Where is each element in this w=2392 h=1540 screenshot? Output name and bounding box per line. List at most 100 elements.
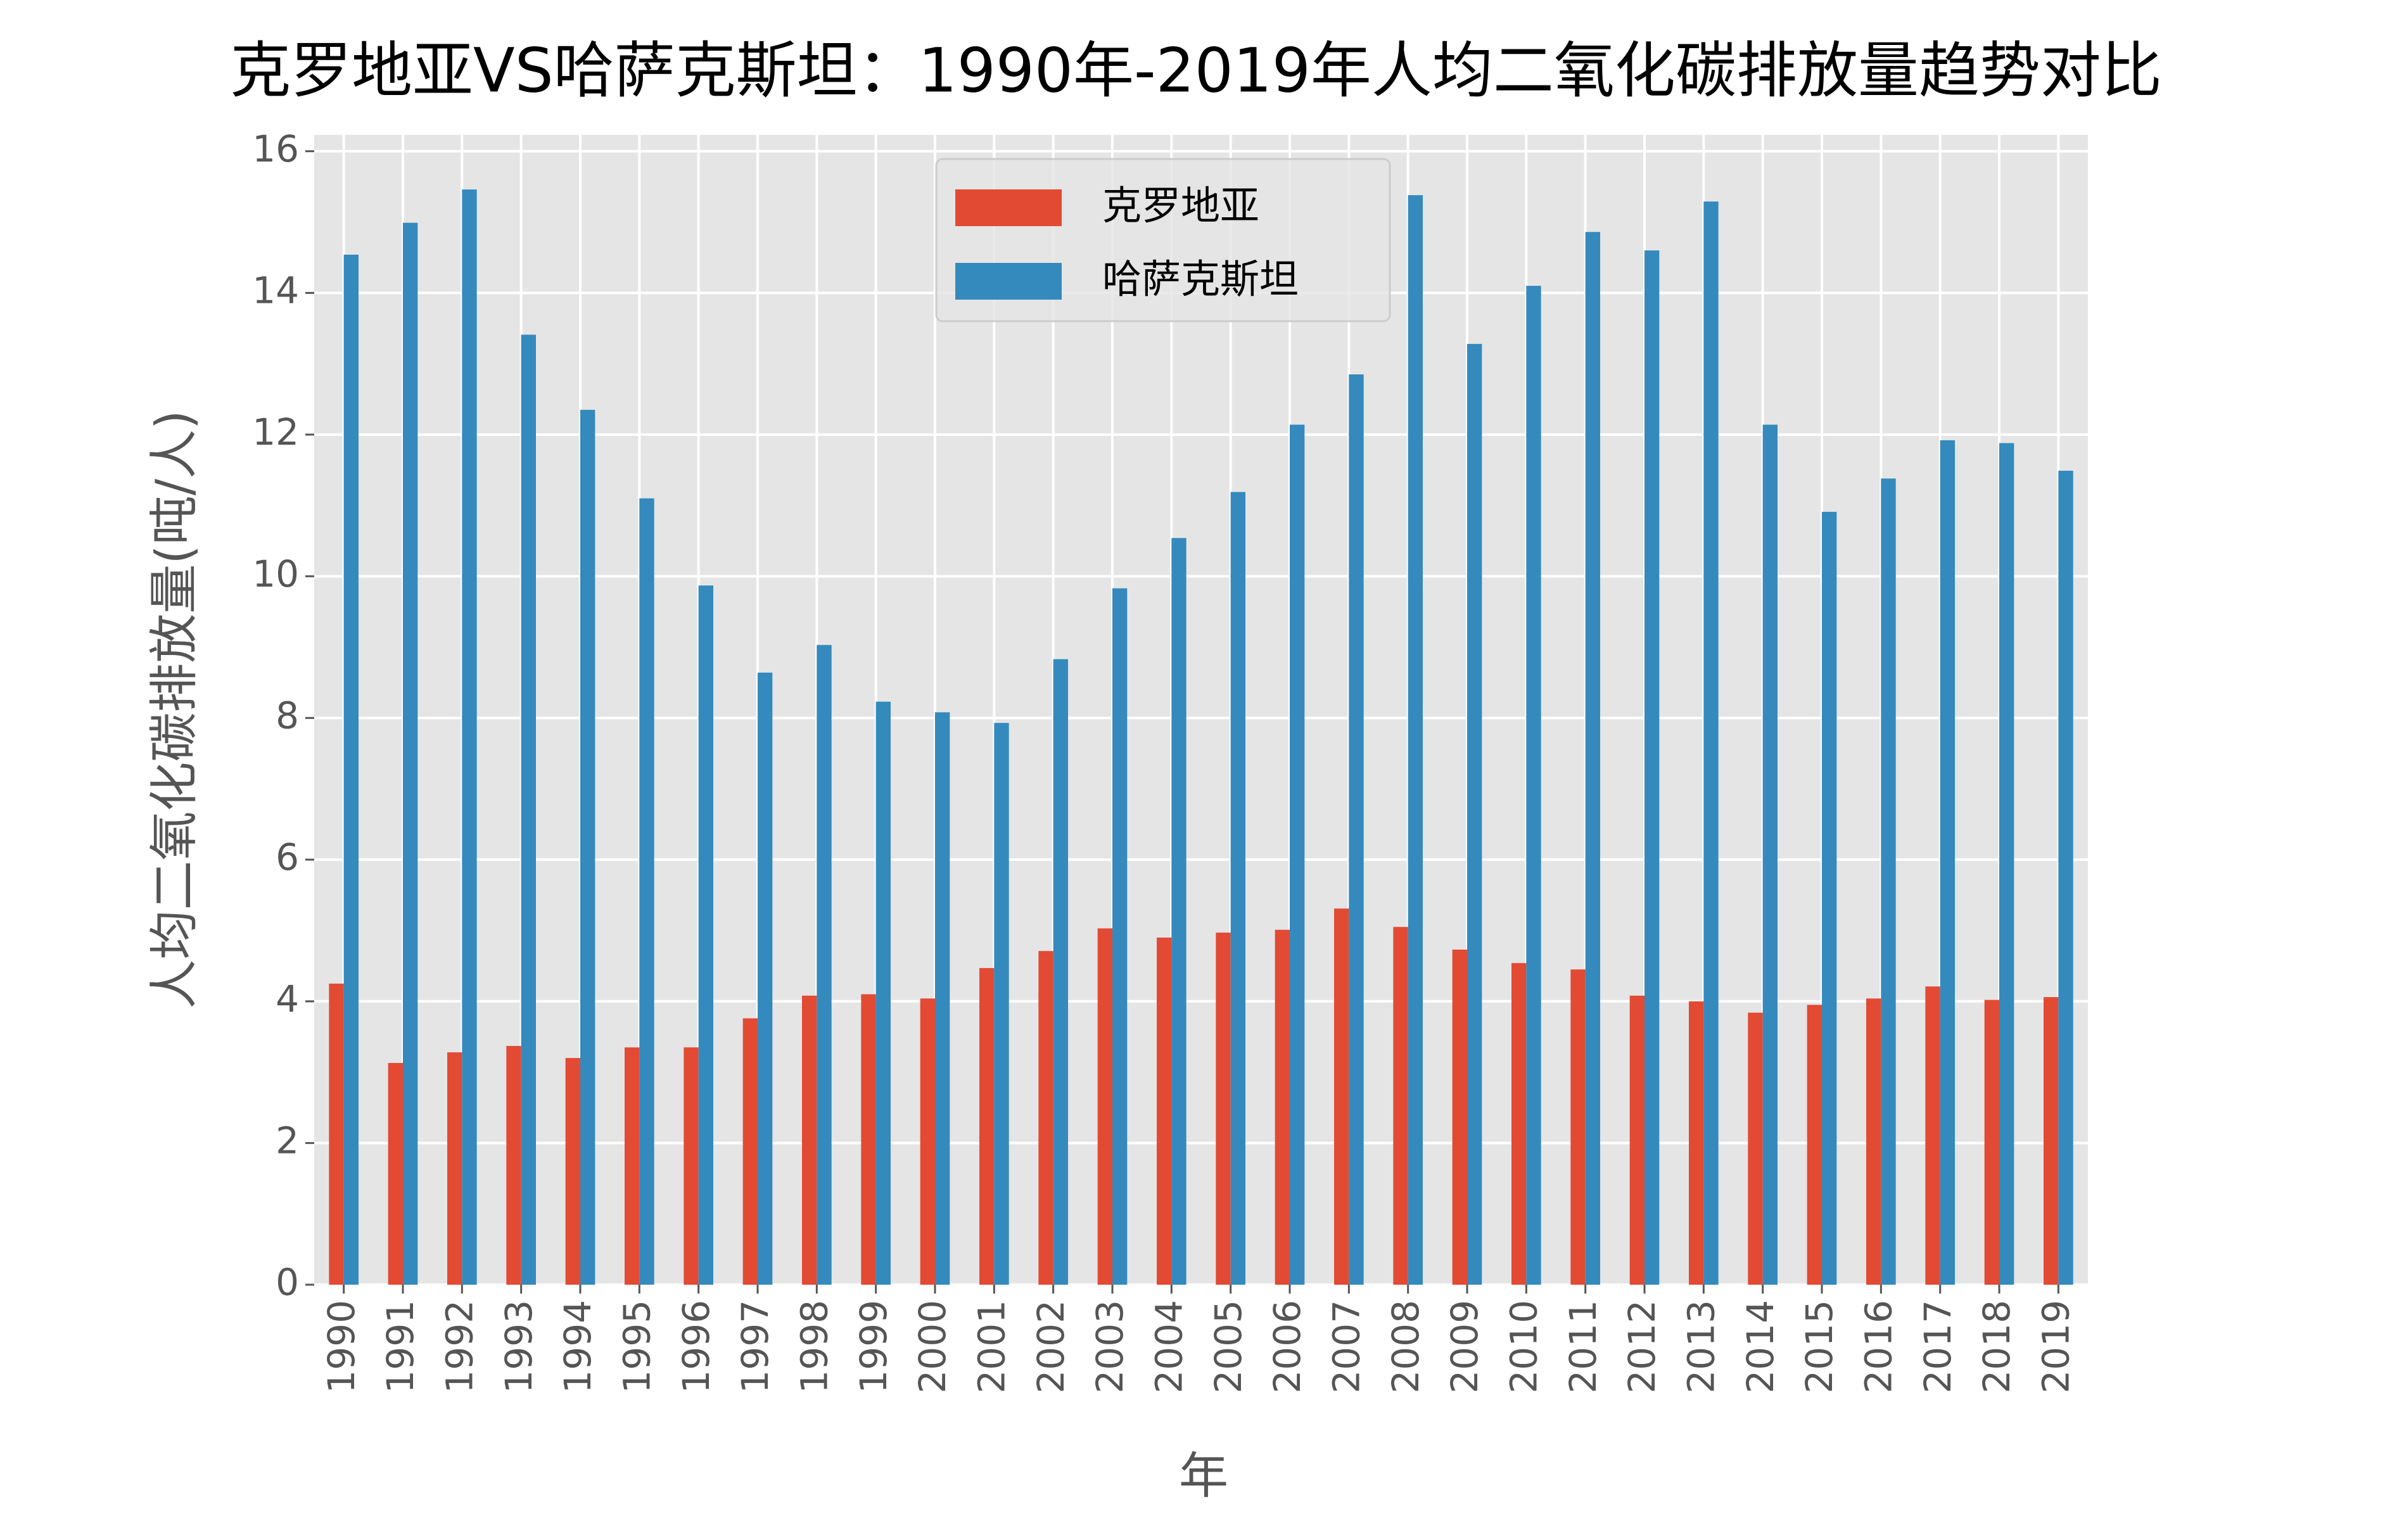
x-tick-label: 2009 xyxy=(1443,1300,1486,1394)
bar xyxy=(1585,232,1600,1285)
x-tick-label: 2008 xyxy=(1384,1300,1427,1394)
x-tick-label: 1999 xyxy=(852,1300,895,1394)
bar xyxy=(625,1047,640,1285)
bar xyxy=(1334,908,1349,1285)
bar xyxy=(1866,998,1881,1285)
bar xyxy=(506,1046,521,1285)
x-tick-label: 2006 xyxy=(1266,1300,1309,1394)
legend-swatch xyxy=(955,263,1062,300)
bar xyxy=(2058,471,2073,1285)
x-tick-label: 1993 xyxy=(497,1300,540,1394)
bar xyxy=(403,222,418,1285)
bar xyxy=(1822,511,1837,1285)
bar xyxy=(1112,588,1128,1285)
y-tick-label: 12 xyxy=(252,410,299,454)
legend-label: 哈萨克斯坦 xyxy=(1102,256,1299,302)
bar xyxy=(979,968,995,1285)
x-tick-label: 1996 xyxy=(675,1300,718,1394)
y-tick-label: 4 xyxy=(276,977,299,1021)
bar xyxy=(1097,928,1112,1285)
bar xyxy=(1275,929,1290,1285)
bar xyxy=(994,723,1009,1285)
bar xyxy=(1157,938,1172,1285)
y-axis-label: 人均二氧化碳排放量(吨/人) xyxy=(146,410,203,1009)
bar xyxy=(1703,201,1719,1285)
x-tick-label: 2005 xyxy=(1207,1300,1250,1394)
x-tick-label: 1992 xyxy=(438,1300,481,1394)
y-tick-label: 8 xyxy=(276,694,299,737)
bar xyxy=(1762,424,1778,1285)
x-tick-label: 1998 xyxy=(792,1300,836,1394)
x-tick-label: 2003 xyxy=(1088,1300,1131,1394)
x-tick-label: 1990 xyxy=(320,1300,363,1394)
bar xyxy=(1408,195,1423,1285)
bar xyxy=(1038,951,1053,1285)
bar xyxy=(1526,286,1541,1285)
x-tick-label: 2000 xyxy=(911,1300,954,1394)
bar xyxy=(1689,1001,1704,1285)
x-tick-label: 2015 xyxy=(1798,1300,1841,1394)
bar xyxy=(1570,969,1586,1285)
x-tick-label: 1997 xyxy=(734,1300,777,1394)
bar xyxy=(447,1052,462,1285)
y-tick-label: 10 xyxy=(252,552,299,595)
x-tick-label: 1995 xyxy=(615,1300,658,1394)
bar xyxy=(1629,995,1644,1285)
bar xyxy=(1290,424,1305,1285)
bar xyxy=(861,994,876,1285)
bar xyxy=(758,672,773,1285)
y-tick-label: 14 xyxy=(252,269,299,312)
bar xyxy=(1393,927,1408,1285)
x-axis-label: 年 xyxy=(1179,1448,1228,1505)
bar xyxy=(343,254,359,1285)
x-tick-label: 2002 xyxy=(1029,1300,1072,1394)
bar xyxy=(1940,440,1955,1285)
y-tick-label: 16 xyxy=(252,127,299,170)
bar xyxy=(1999,443,2014,1285)
bar xyxy=(1216,932,1231,1285)
bar xyxy=(1748,1012,1763,1285)
bar xyxy=(1644,250,1660,1285)
bar xyxy=(920,998,935,1285)
bar xyxy=(1230,492,1245,1285)
bar xyxy=(684,1047,699,1285)
bar xyxy=(1349,374,1364,1285)
bar xyxy=(698,585,713,1285)
x-tick-label: 1994 xyxy=(556,1300,599,1394)
x-tick-label: 2017 xyxy=(1916,1300,1959,1394)
bar xyxy=(1807,1005,1822,1285)
bar xyxy=(639,498,654,1285)
x-tick-label: 2001 xyxy=(970,1300,1013,1394)
bar xyxy=(802,995,817,1285)
x-tick-label: 2013 xyxy=(1679,1300,1722,1394)
x-tick-label: 2004 xyxy=(1147,1300,1190,1394)
x-tick-label: 2019 xyxy=(2034,1300,2077,1394)
x-tick-label: 2007 xyxy=(1325,1300,1368,1394)
legend-swatch xyxy=(955,189,1062,226)
bar xyxy=(1467,343,1482,1285)
x-tick-label: 2014 xyxy=(1739,1300,1782,1394)
bar xyxy=(521,334,536,1285)
bar xyxy=(1452,950,1467,1285)
bar xyxy=(1925,986,1940,1285)
chart-title: 克罗地亚VS哈萨克斯坦：1990年-2019年人均二氧化碳排放量趋势对比 xyxy=(230,35,2162,106)
bar xyxy=(329,983,344,1285)
y-tick-label: 0 xyxy=(276,1261,299,1304)
bar xyxy=(1171,538,1186,1285)
bar xyxy=(1881,478,1896,1285)
bar xyxy=(935,712,950,1285)
bar xyxy=(1053,659,1068,1285)
x-tick-label: 2012 xyxy=(1620,1300,1664,1394)
x-tick-label: 2016 xyxy=(1857,1300,1900,1394)
x-tick-label: 2010 xyxy=(1502,1300,1545,1394)
x-tick-label: 2011 xyxy=(1562,1300,1605,1394)
bar xyxy=(462,189,477,1285)
x-tick-label: 2018 xyxy=(1975,1300,2018,1394)
y-tick-label: 6 xyxy=(276,836,299,879)
bar xyxy=(388,1062,403,1285)
bar xyxy=(1511,963,1527,1285)
bar xyxy=(742,1018,758,1285)
legend-label: 克罗地亚 xyxy=(1102,182,1259,229)
